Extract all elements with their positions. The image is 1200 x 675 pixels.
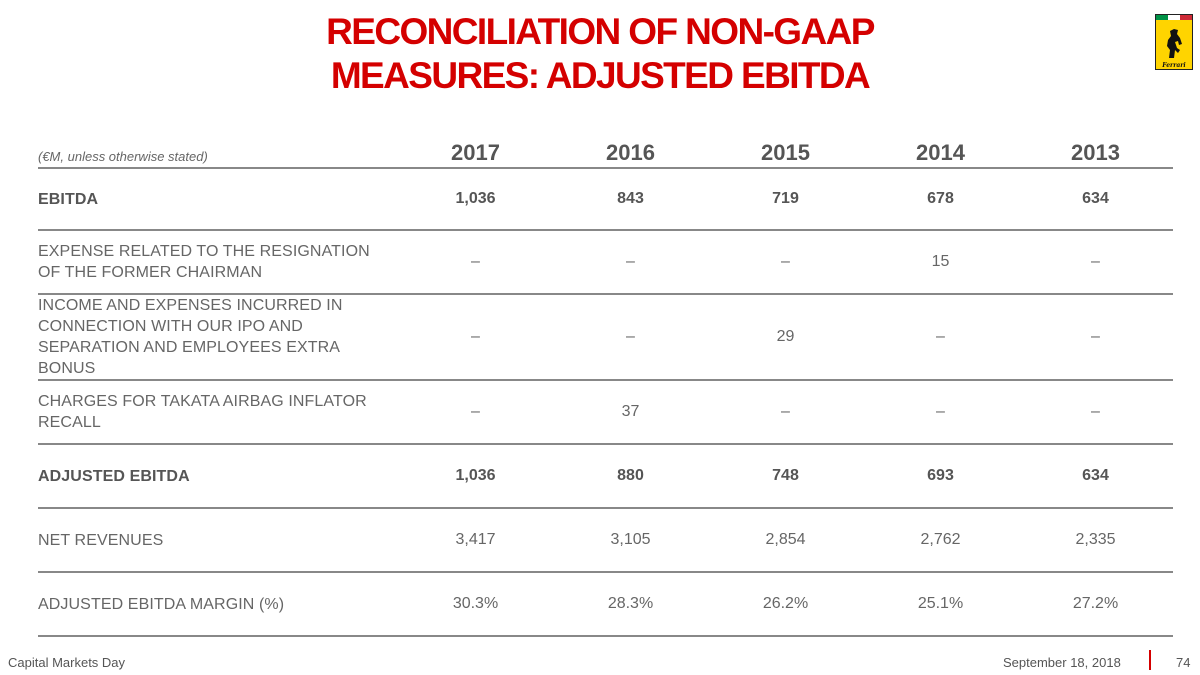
slide-title: RECONCILIATION OF NON-GAAP MEASURES: ADJ… bbox=[0, 10, 1200, 98]
row-label: ADJUSTED EBITDA MARGIN (%) bbox=[38, 572, 398, 637]
row-value: 1,036 bbox=[398, 444, 553, 509]
row-value: – bbox=[398, 380, 553, 445]
row-value: – bbox=[398, 230, 553, 295]
row-value: 3,417 bbox=[398, 508, 553, 573]
row-label: EXPENSE RELATED TO THE RESIGNATION OF TH… bbox=[38, 230, 398, 295]
row-value: 28.3% bbox=[553, 572, 708, 637]
row-value: – bbox=[863, 294, 1018, 381]
row-value: 634 bbox=[1018, 168, 1173, 231]
table-header-row: (€M, unless otherwise stated) 2017 2016 … bbox=[38, 134, 1173, 169]
slide-title-line-1: RECONCILIATION OF NON-GAAP bbox=[326, 11, 875, 52]
footer-event: Capital Markets Day bbox=[8, 655, 126, 670]
table-row: EBITDA 1,036 843 719 678 634 bbox=[38, 168, 1173, 231]
row-value: 719 bbox=[708, 168, 863, 231]
table-row: ADJUSTED EBITDA 1,036 880 748 693 634 bbox=[38, 444, 1173, 509]
row-value: 15 bbox=[863, 230, 1018, 295]
row-value: – bbox=[708, 380, 863, 445]
row-label: EBITDA bbox=[38, 168, 398, 231]
unit-note: (€M, unless otherwise stated) bbox=[38, 134, 398, 169]
row-value: 693 bbox=[863, 444, 1018, 509]
row-value: 2,762 bbox=[863, 508, 1018, 573]
row-label: NET REVENUES bbox=[38, 508, 398, 573]
row-value: – bbox=[553, 230, 708, 295]
year-header: 2013 bbox=[1018, 134, 1173, 169]
page-number: 74 bbox=[1176, 655, 1191, 670]
footer-divider bbox=[1149, 650, 1151, 670]
row-label: CHARGES FOR TAKATA AIRBAG INFLATOR RECAL… bbox=[38, 380, 398, 445]
row-value: – bbox=[863, 380, 1018, 445]
table-row: NET REVENUES 3,417 3,105 2,854 2,762 2,335 bbox=[38, 508, 1173, 573]
row-value: 37 bbox=[553, 380, 708, 445]
row-value: – bbox=[708, 230, 863, 295]
year-header: 2014 bbox=[863, 134, 1018, 169]
table-row: ADJUSTED EBITDA MARGIN (%) 30.3% 28.3% 26.2… bbox=[38, 572, 1173, 637]
row-value: 678 bbox=[863, 168, 1018, 231]
table-row: INCOME AND EXPENSES INCURRED IN CONNECTI… bbox=[38, 294, 1173, 381]
row-value: 2,335 bbox=[1018, 508, 1173, 573]
table-row: CHARGES FOR TAKATA AIRBAG INFLATOR RECAL… bbox=[38, 380, 1173, 445]
row-value: – bbox=[1018, 230, 1173, 295]
row-value: 3,105 bbox=[553, 508, 708, 573]
row-value: 30.3% bbox=[398, 572, 553, 637]
prancing-horse-icon: Ferrari bbox=[1161, 29, 1186, 69]
row-value: 2,854 bbox=[708, 508, 863, 573]
ferrari-logo: Ferrari bbox=[1155, 14, 1193, 70]
row-value: 843 bbox=[553, 168, 708, 231]
row-value: 634 bbox=[1018, 444, 1173, 509]
row-value: 1,036 bbox=[398, 168, 553, 231]
row-value: – bbox=[1018, 294, 1173, 381]
logo-wordmark: Ferrari bbox=[1161, 62, 1186, 69]
row-value: 26.2% bbox=[708, 572, 863, 637]
row-value: 29 bbox=[708, 294, 863, 381]
table-row: EXPENSE RELATED TO THE RESIGNATION OF TH… bbox=[38, 230, 1173, 295]
row-value: – bbox=[553, 294, 708, 381]
row-label: INCOME AND EXPENSES INCURRED IN CONNECTI… bbox=[38, 294, 398, 381]
row-label: ADJUSTED EBITDA bbox=[38, 444, 398, 509]
year-header: 2017 bbox=[398, 134, 553, 169]
row-value: 25.1% bbox=[863, 572, 1018, 637]
footer-date: September 18, 2018 bbox=[1003, 655, 1121, 670]
row-value: – bbox=[1018, 380, 1173, 445]
row-value: 27.2% bbox=[1018, 572, 1173, 637]
row-value: 880 bbox=[553, 444, 708, 509]
slide-title-line-2: MEASURES: ADJUSTED EBITDA bbox=[330, 55, 871, 96]
row-value: – bbox=[398, 294, 553, 381]
year-header: 2015 bbox=[708, 134, 863, 169]
year-header: 2016 bbox=[553, 134, 708, 169]
italian-flag-stripe bbox=[1156, 15, 1192, 20]
row-value: 748 bbox=[708, 444, 863, 509]
reconciliation-table: (€M, unless otherwise stated) 2017 2016 … bbox=[38, 134, 1173, 637]
